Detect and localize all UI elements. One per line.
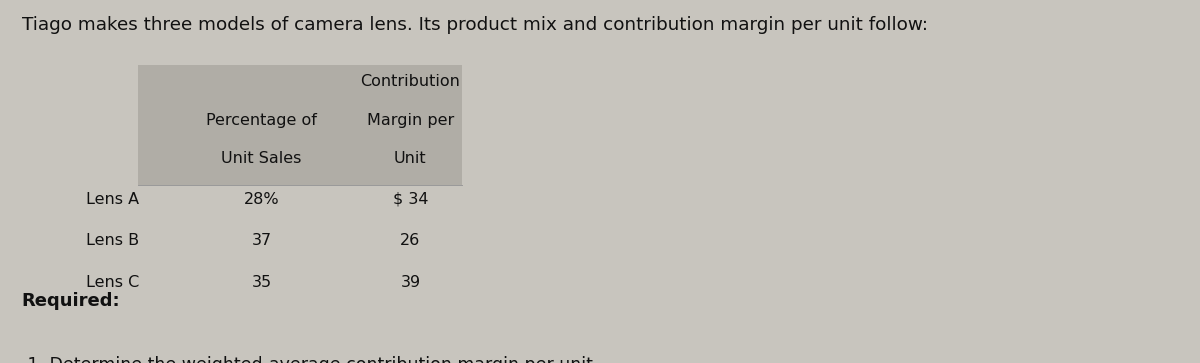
Text: Tiago makes three models of camera lens. Its product mix and contribution margin: Tiago makes three models of camera lens.… (22, 16, 928, 34)
Text: 35: 35 (252, 275, 271, 290)
Text: Unit: Unit (394, 151, 427, 166)
Text: 26: 26 (401, 233, 420, 248)
Text: Required:: Required: (22, 292, 120, 310)
Text: Lens C: Lens C (86, 275, 139, 290)
Text: 1. Determine the weighted-average contribution margin per unit.: 1. Determine the weighted-average contri… (22, 356, 598, 363)
Text: 28%: 28% (244, 192, 280, 207)
Text: $ 34: $ 34 (392, 192, 428, 207)
Text: Lens A: Lens A (86, 192, 139, 207)
Text: Unit Sales: Unit Sales (222, 151, 301, 166)
Text: Lens B: Lens B (86, 233, 139, 248)
Text: Contribution: Contribution (360, 74, 461, 89)
Text: Margin per: Margin per (367, 113, 454, 127)
Text: 37: 37 (252, 233, 271, 248)
Text: Percentage of: Percentage of (206, 113, 317, 127)
Text: 39: 39 (401, 275, 420, 290)
